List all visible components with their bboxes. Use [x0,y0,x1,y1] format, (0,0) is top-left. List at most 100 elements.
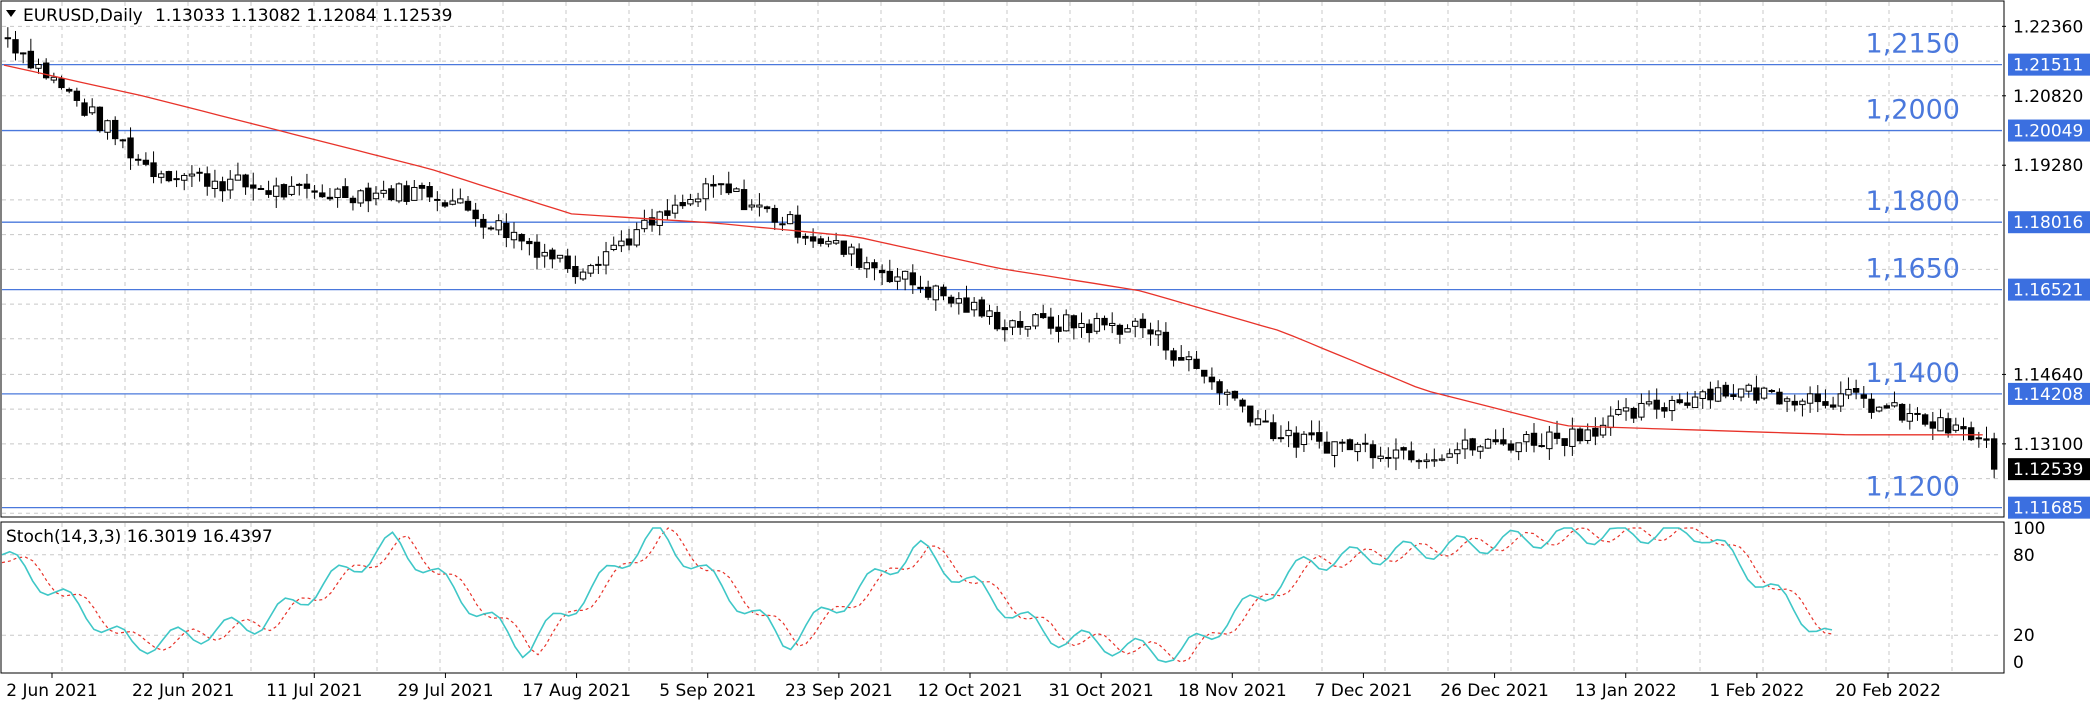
candle-body [1852,388,1860,393]
candle-body [1599,424,1607,436]
candle-body [1699,391,1706,399]
candle-body [1569,428,1576,447]
candle-body [1016,320,1024,328]
level-label: 1,1200 [1866,472,1960,503]
price-tick-label: 1.14640 [2013,365,2083,385]
candle-body [1875,406,1883,412]
last-price-label: 1.12539 [2013,460,2083,480]
date-tick-label: 5 Sep 2021 [659,681,756,701]
date-tick-label: 12 Oct 2021 [917,681,1022,701]
candle-body [848,246,855,255]
date-tick-label: 13 Jan 2022 [1575,681,1677,701]
horizontal-levels[interactable]: 1,2150 1,2000 1,1800 1,1650 1,1400 1,1200 [2,29,2002,509]
candle-body [1607,415,1614,429]
candle-body [970,301,978,311]
candle-body [1293,432,1300,448]
candle-body [326,196,334,200]
candle-body [234,174,242,181]
price-axis[interactable]: 1.22360 1.20820 1.19280 1.14640 1.13100 1.215… [2002,17,2090,519]
candle-body [802,235,809,239]
date-axis[interactable]: 2 Jun 2021 22 Jun 2021 11 Jul 2021 29 Jul 2… [6,673,1941,701]
candle-body [1829,404,1837,408]
candle-body [1254,418,1262,426]
candle-body [395,183,403,202]
candle-body [150,162,157,178]
candle-body [1523,434,1530,443]
candle-body [717,183,725,186]
candle-body [1316,432,1323,442]
candle-body [886,270,893,283]
candle-body [1262,420,1269,423]
candle-body [947,296,955,304]
level-label: 1,2000 [1866,95,1960,126]
date-tick-label: 18 Nov 2021 [1178,681,1287,701]
level-price-tag-label: 1.20049 [2013,122,2083,142]
stochastic-panel-frame [0,521,2005,674]
price-tick-label: 1.20820 [2013,87,2083,107]
candle-body [1515,442,1522,453]
candle-body [495,220,502,231]
candle-body [441,202,449,207]
candle-body [1086,323,1093,334]
candle-body [1308,432,1315,436]
candle-body [855,248,863,268]
moving-average-line [3,64,1983,436]
candle-body [1070,315,1078,329]
candle-body [1369,444,1377,459]
candle-body [127,137,134,159]
candle-body [1538,445,1545,448]
candle-body [1929,421,1936,429]
candle-body [1208,376,1216,383]
candle-body [35,64,42,69]
price-panel[interactable]: 1,2150 1,2000 1,1800 1,1650 1,1400 1,1200 EUR… [0,0,2005,518]
level-label: 1,2150 [1866,29,1960,60]
candle-body [1753,387,1760,401]
candle-body [710,183,717,187]
candle-body [303,183,311,189]
candle-body [434,198,441,201]
candle-body [1691,396,1699,409]
candle-body [464,200,472,211]
candle-body [1952,424,1960,431]
candle-body [480,218,487,228]
candle-body [1385,456,1392,459]
candle-body [1960,426,1967,430]
candle-body [932,285,939,301]
candle-body [158,173,165,178]
candle-body [825,240,832,245]
candle-body [986,310,993,317]
candle-body [1392,449,1400,459]
candle-body [1377,455,1384,460]
candle-body [1323,441,1331,454]
candle-body [4,37,12,40]
candle-body [564,255,571,270]
candle-body [679,202,686,207]
dropdown-triangle-icon[interactable] [6,10,16,17]
candle-body [1906,413,1913,422]
candle-body [963,297,970,313]
candle-body [993,311,1001,330]
stochastic-label: Stoch(14,3,3) 16.3019 16.4397 [6,527,273,547]
candle-body [73,90,81,101]
candle-body [809,236,817,242]
candle-body [1868,398,1875,413]
candle-body [1039,313,1047,319]
candle-body [27,50,35,69]
candle-body [66,88,73,92]
candle-body [1331,441,1338,456]
candle-body [664,210,671,216]
stochastic-tick-label: 100 [2013,519,2045,539]
candle-body [625,238,633,246]
candle-body [832,240,840,244]
candle-body [748,204,755,208]
candle-body [1216,381,1223,394]
candle-body [1285,429,1292,437]
candle-body [1124,328,1131,333]
candle-body [273,185,280,197]
candle-body [587,265,594,274]
candle-body [135,158,142,161]
candle-body [1270,422,1277,440]
candle-body [227,178,234,191]
stochastic-panel[interactable]: Stoch(14,3,3) 16.3019 16.4397 [0,521,2005,674]
